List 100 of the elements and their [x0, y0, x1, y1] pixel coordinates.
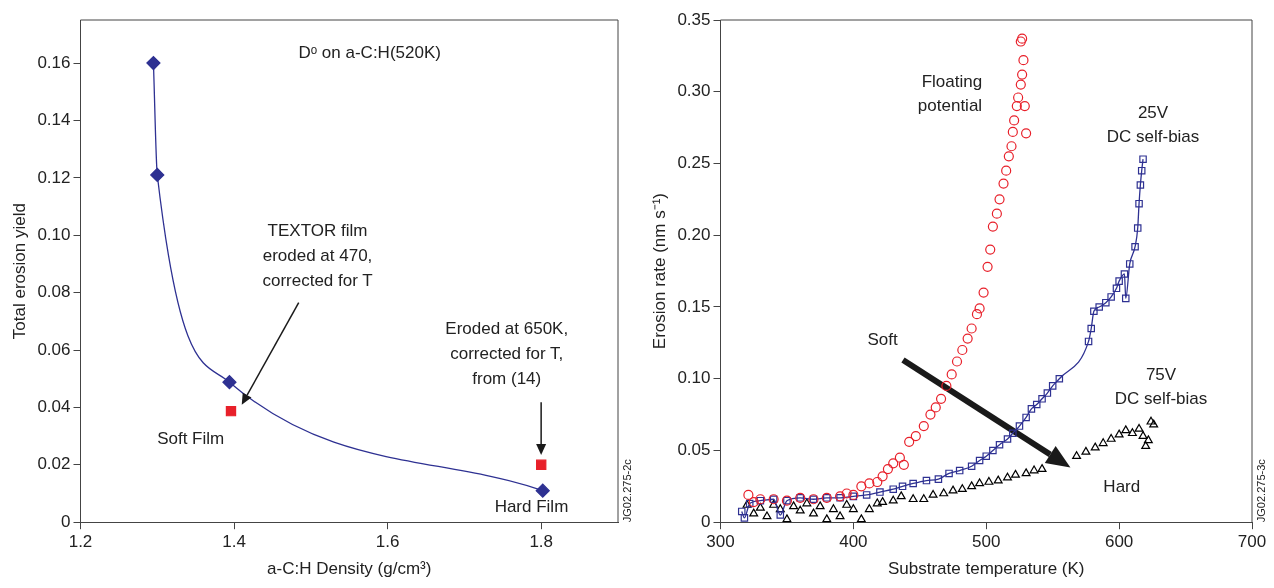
point — [1114, 429, 1124, 438]
x-tick-label: 1.6 — [375, 532, 400, 552]
y-tick-label: 0.05 — [677, 440, 711, 460]
point — [1003, 472, 1012, 481]
point — [1115, 277, 1123, 285]
point — [1135, 199, 1143, 208]
point — [896, 491, 906, 500]
point — [848, 504, 858, 513]
point — [809, 508, 818, 517]
point — [776, 511, 785, 519]
point — [922, 476, 931, 485]
point — [882, 464, 894, 475]
point — [967, 481, 977, 490]
point — [1141, 441, 1151, 449]
point — [1138, 431, 1148, 439]
point — [749, 508, 759, 517]
point — [1021, 468, 1031, 477]
point — [898, 459, 909, 470]
point — [1019, 100, 1030, 112]
point — [841, 488, 852, 499]
point — [856, 514, 866, 523]
point — [1015, 79, 1026, 90]
point — [1107, 293, 1115, 301]
point — [971, 309, 983, 320]
point — [1121, 294, 1130, 303]
point — [948, 485, 958, 494]
point — [1032, 400, 1041, 409]
point — [1095, 303, 1103, 311]
point — [1018, 55, 1029, 66]
point — [974, 303, 985, 314]
point — [536, 459, 547, 470]
point — [928, 489, 938, 498]
point — [1121, 425, 1131, 434]
x-tick-label: 1.4 — [222, 532, 246, 552]
point — [989, 446, 997, 455]
point — [743, 489, 754, 501]
point — [1102, 298, 1110, 307]
point — [835, 511, 845, 520]
point — [1048, 382, 1057, 390]
point — [740, 514, 749, 522]
x-axis-title: a-C:H Density (g/cm³) — [267, 559, 432, 579]
point — [1084, 337, 1093, 346]
point — [1009, 429, 1017, 438]
y-tick-label: 0.15 — [677, 296, 711, 316]
point — [1055, 374, 1064, 383]
x-tick-label: 500 — [972, 532, 1001, 552]
x-tick-label: 300 — [706, 532, 735, 552]
point — [1125, 260, 1134, 268]
point — [1003, 435, 1012, 443]
point — [918, 420, 929, 432]
point — [225, 405, 237, 417]
y-tick-label: 0.14 — [37, 110, 71, 130]
point — [1143, 435, 1153, 444]
point — [1043, 389, 1052, 397]
point — [782, 514, 792, 523]
point — [888, 458, 899, 469]
point — [1087, 324, 1095, 333]
point — [939, 488, 949, 497]
point — [842, 499, 852, 508]
point — [995, 440, 1004, 449]
point — [975, 478, 985, 487]
point — [946, 369, 957, 380]
point — [1027, 405, 1036, 413]
point — [1134, 423, 1144, 432]
point — [862, 491, 871, 499]
point — [904, 436, 915, 447]
point — [998, 178, 1009, 189]
y-tick-label: 0.16 — [37, 52, 71, 72]
point — [941, 380, 952, 391]
point — [535, 483, 550, 498]
point — [1131, 242, 1139, 251]
point — [910, 431, 921, 442]
point — [898, 482, 907, 491]
point — [967, 462, 976, 471]
point — [935, 393, 947, 404]
y-axis-title: Total erosion yield — [9, 203, 29, 340]
point — [1112, 284, 1121, 293]
x-tick-label: 400 — [839, 532, 868, 552]
point — [987, 221, 998, 232]
point — [934, 475, 943, 483]
point — [864, 504, 874, 513]
point — [978, 287, 989, 298]
annotation: Hard Film — [494, 496, 569, 516]
y-tick-label: 0.10 — [37, 224, 71, 244]
point — [872, 498, 882, 507]
y-tick-label: 0.30 — [677, 81, 711, 101]
point — [993, 475, 1003, 484]
point — [1139, 155, 1147, 163]
point — [878, 497, 888, 505]
y-tick-label: 0 — [701, 511, 711, 531]
point — [1010, 469, 1020, 478]
point — [877, 471, 888, 482]
x-tick-label: 600 — [1104, 532, 1134, 552]
point — [737, 507, 746, 516]
point — [1001, 165, 1012, 176]
point — [1013, 92, 1024, 103]
x-tick-label: 1.2 — [68, 532, 93, 552]
point — [755, 502, 765, 511]
point — [984, 476, 994, 485]
y-tick-label: 0.10 — [677, 368, 711, 388]
